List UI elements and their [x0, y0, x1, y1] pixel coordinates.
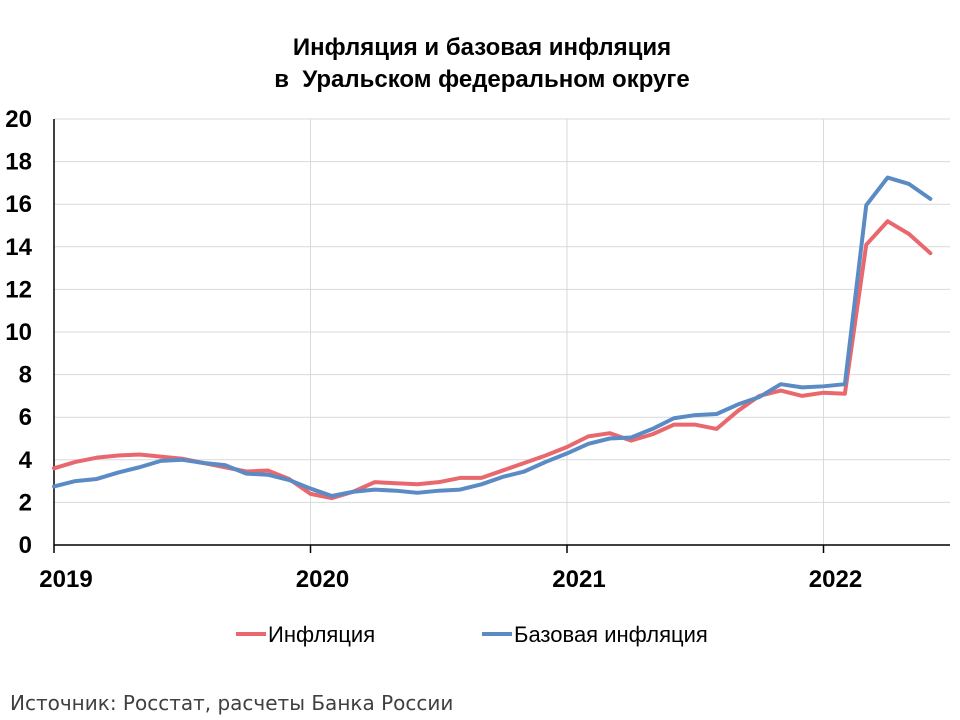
y-tick-label: 4	[19, 447, 33, 474]
legend: Инфляция Базовая инфляция	[236, 622, 708, 647]
axes	[53, 119, 950, 553]
y-tick-label: 8	[19, 362, 32, 389]
y-tick-label: 0	[19, 532, 32, 559]
y-tick-label: 14	[5, 234, 32, 261]
chart-title: Инфляция и базовая инфляция в Уральском …	[0, 32, 960, 96]
x-tick-label: 2022	[809, 566, 862, 593]
y-tick-label: 20	[5, 106, 32, 133]
series-line-inflation	[52, 219, 933, 501]
grid	[54, 118, 950, 545]
legend-label-core-inflation: Базовая инфляция	[514, 622, 708, 647]
chart-title-line-2: в Уральском федеральном округе	[274, 66, 690, 93]
x-tick-labels: 2019 2020 2021 2022	[39, 566, 862, 593]
x-tick-label: 2021	[552, 566, 605, 593]
y-tick-labels: 0 2 4 6 8 10 12 14 16 18 20	[5, 106, 32, 559]
series-line-core-inflation	[52, 175, 933, 499]
y-tick-label: 18	[5, 149, 32, 176]
y-tick-label: 16	[5, 191, 32, 218]
y-tick-label: 2	[19, 489, 32, 516]
y-tick-label: 10	[5, 319, 32, 346]
y-tick-label: 6	[19, 404, 32, 431]
series-lines	[52, 175, 933, 501]
x-tick-label: 2019	[39, 566, 92, 593]
legend-label-inflation: Инфляция	[268, 622, 375, 647]
source-note: Источник: Росстат, расчеты Банка России	[10, 691, 454, 715]
x-tick-label: 2020	[296, 566, 349, 593]
y-tick-label: 12	[5, 276, 32, 303]
chart-title-line-1: Инфляция и базовая инфляция	[292, 34, 672, 61]
